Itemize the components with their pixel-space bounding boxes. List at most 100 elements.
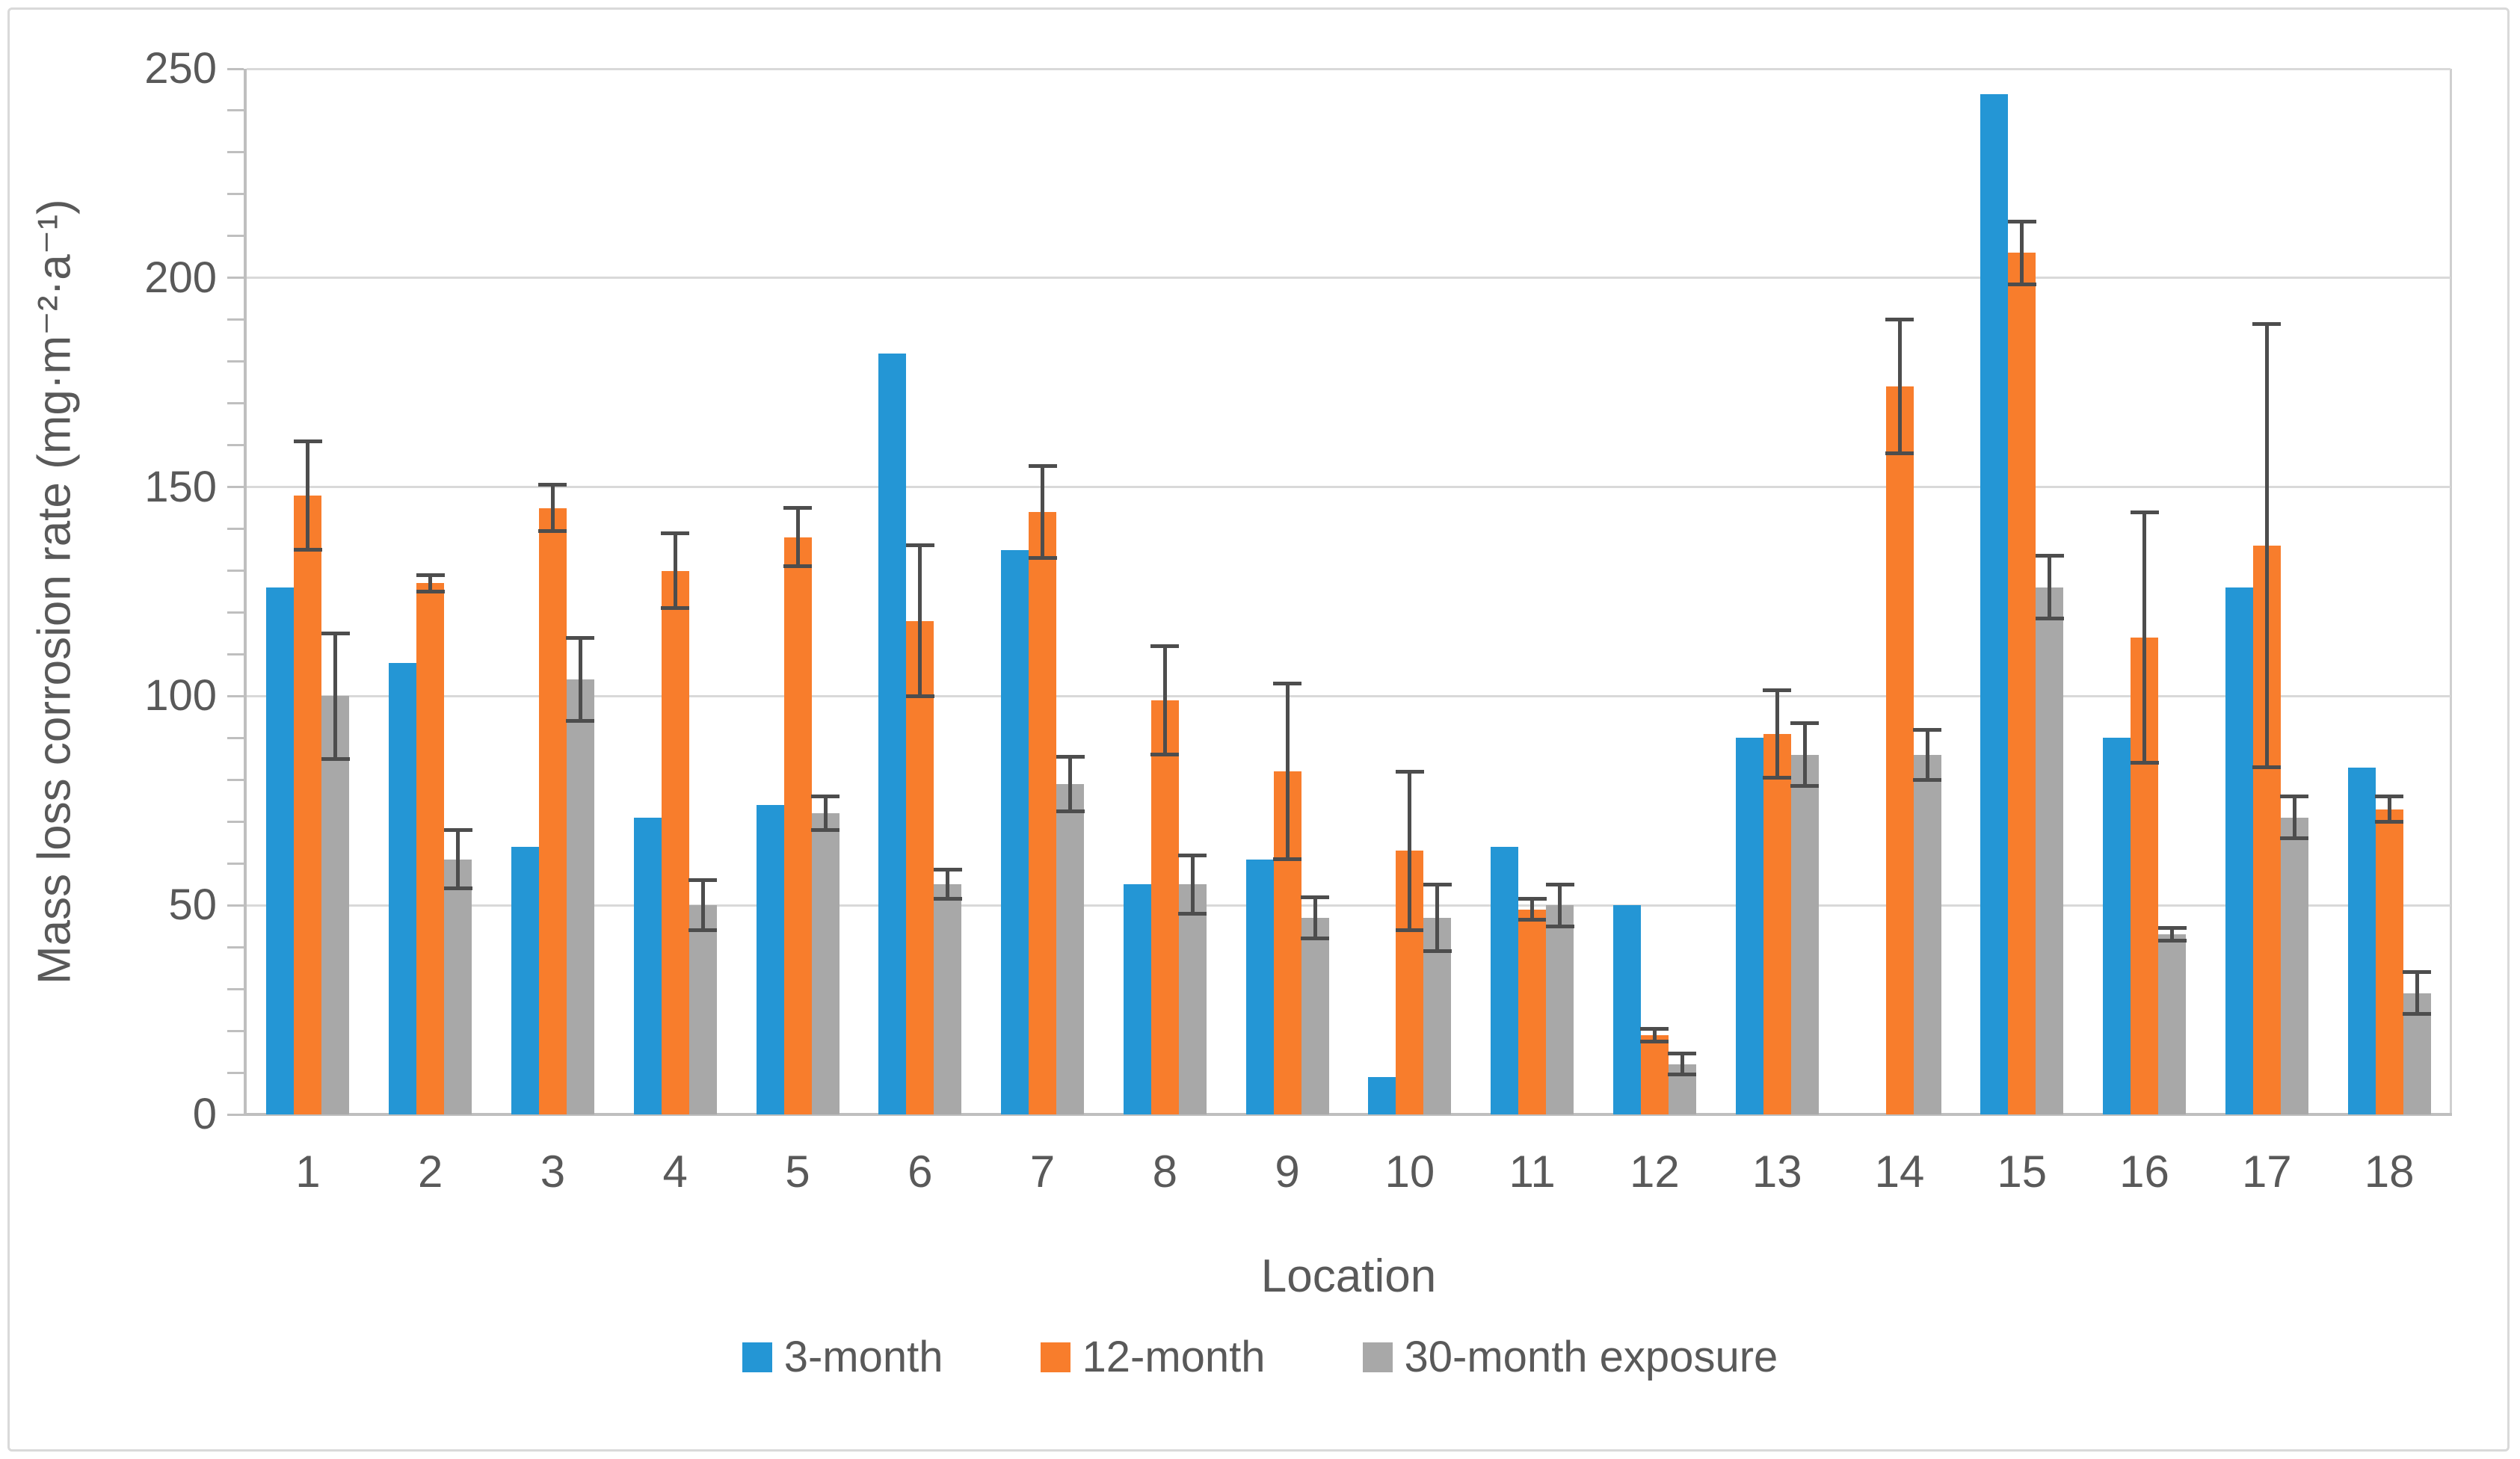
error-cap-high-30-month exposure-loc-14 xyxy=(1913,727,1941,732)
bar-12-month-loc-18 xyxy=(2375,809,2403,1114)
error-bar-12-month-loc-13 xyxy=(1775,690,1779,778)
bar-12-month-loc-15 xyxy=(2008,253,2036,1114)
error-cap-high-30-month exposure-loc-10 xyxy=(1423,882,1452,886)
bar-3-month-loc-12 xyxy=(1612,905,1641,1114)
bar-30-month exposure-loc-8 xyxy=(1178,884,1207,1114)
bar-30-month exposure-loc-4 xyxy=(688,905,717,1114)
y-tick-0 xyxy=(227,1113,244,1116)
x-label-1: 1 xyxy=(295,1147,321,1197)
error-cap-high-30-month exposure-loc-6 xyxy=(933,868,962,872)
y-tick-160 xyxy=(227,444,244,447)
legend-swatch-30-month exposure xyxy=(1362,1342,1393,1372)
x-label-5: 5 xyxy=(785,1147,810,1197)
y-tick-140 xyxy=(227,528,244,531)
error-cap-high-12-month-loc-12 xyxy=(1640,1026,1669,1031)
error-cap-high-30-month exposure-loc-7 xyxy=(1056,755,1085,759)
y-tick-20 xyxy=(227,1029,244,1032)
bar-30-month exposure-loc-7 xyxy=(1056,783,1085,1114)
bar-30-month exposure-loc-3 xyxy=(566,679,594,1114)
error-cap-high-12-month-loc-14 xyxy=(1885,318,1914,322)
bar-12-month-loc-1 xyxy=(294,495,322,1114)
error-cap-low-12-month-loc-2 xyxy=(416,590,445,593)
error-cap-low-12-month-loc-13 xyxy=(1763,776,1792,780)
y-tick-180 xyxy=(227,360,244,363)
error-cap-high-12-month-loc-18 xyxy=(2375,795,2404,799)
error-cap-high-30-month exposure-loc-1 xyxy=(321,631,350,635)
error-cap-high-30-month exposure-loc-17 xyxy=(2280,795,2309,799)
x-label-12: 12 xyxy=(1630,1147,1680,1197)
error-cap-high-30-month exposure-loc-4 xyxy=(688,878,718,883)
y-tick-100 xyxy=(227,694,244,697)
bar-30-month exposure-loc-9 xyxy=(1301,918,1329,1114)
error-cap-low-12-month-loc-6 xyxy=(905,694,934,698)
y-tick-label-50: 50 xyxy=(168,880,217,930)
bar-3-month-loc-11 xyxy=(1491,846,1519,1114)
bar-30-month exposure-loc-16 xyxy=(2158,934,2187,1114)
gridline-100 xyxy=(247,694,2450,697)
bar-12-month-loc-4 xyxy=(661,570,689,1114)
error-bar-30-month exposure-loc-3 xyxy=(578,638,582,721)
error-cap-low-30-month exposure-loc-10 xyxy=(1423,949,1452,954)
error-cap-low-12-month-loc-3 xyxy=(538,528,567,533)
x-label-3: 3 xyxy=(540,1147,566,1197)
x-label-7: 7 xyxy=(1029,1147,1056,1197)
x-label-2: 2 xyxy=(417,1147,443,1197)
error-bar-12-month-loc-5 xyxy=(795,508,800,567)
error-cap-high-30-month exposure-loc-5 xyxy=(811,795,840,799)
error-cap-low-30-month exposure-loc-14 xyxy=(1913,777,1941,782)
x-label-18: 18 xyxy=(2364,1147,2415,1197)
y-axis-line xyxy=(244,69,247,1116)
bar-3-month-loc-8 xyxy=(1123,884,1151,1114)
x-label-14: 14 xyxy=(1874,1147,1925,1197)
legend-item-12-month: 12-month xyxy=(1040,1332,1266,1382)
error-bar-30-month exposure-loc-9 xyxy=(1313,897,1317,939)
bar-12-month-loc-8 xyxy=(1150,700,1179,1114)
y-tick-label-0: 0 xyxy=(192,1090,217,1138)
error-cap-high-12-month-loc-15 xyxy=(2007,219,2036,223)
y-tick-210 xyxy=(227,235,244,238)
error-cap-high-30-month exposure-loc-9 xyxy=(1301,895,1330,899)
bar-30-month exposure-loc-6 xyxy=(934,884,962,1114)
error-bar-30-month exposure-loc-2 xyxy=(456,830,460,889)
y-axis-title: Mass loss corrosion rate (mg·m⁻²·a⁻¹) xyxy=(28,199,81,984)
x-label-10: 10 xyxy=(1384,1147,1435,1197)
error-cap-high-12-month-loc-16 xyxy=(2130,510,2159,514)
error-cap-high-12-month-loc-2 xyxy=(416,573,445,577)
error-cap-low-30-month exposure-loc-15 xyxy=(2035,617,2064,621)
legend-label-30-month exposure: 30-month exposure xyxy=(1404,1333,1778,1381)
error-cap-high-12-month-loc-4 xyxy=(661,531,690,535)
x-label-8: 8 xyxy=(1152,1147,1177,1197)
x-label-13: 13 xyxy=(1752,1147,1802,1197)
x-label-11: 11 xyxy=(1509,1147,1556,1197)
error-bar-12-month-loc-17 xyxy=(2264,324,2269,768)
error-cap-low-30-month exposure-loc-16 xyxy=(2157,939,2187,943)
error-cap-low-30-month exposure-loc-8 xyxy=(1178,911,1207,916)
error-cap-low-30-month exposure-loc-13 xyxy=(1790,784,1820,789)
error-cap-high-12-month-loc-3 xyxy=(538,483,567,487)
error-bar-12-month-loc-12 xyxy=(1652,1028,1657,1042)
error-cap-low-12-month-loc-18 xyxy=(2375,819,2404,824)
bar-30-month exposure-loc-2 xyxy=(444,859,472,1114)
y-tick-200 xyxy=(227,277,244,280)
error-cap-low-30-month exposure-loc-3 xyxy=(566,719,595,724)
bar-12-month-loc-13 xyxy=(1763,733,1791,1114)
error-cap-low-12-month-loc-9 xyxy=(1273,857,1302,862)
error-cap-high-12-month-loc-5 xyxy=(783,506,812,511)
error-cap-high-12-month-loc-10 xyxy=(1395,769,1424,774)
error-bar-12-month-loc-10 xyxy=(1408,771,1412,931)
y-tick-10 xyxy=(227,1071,244,1074)
error-cap-low-30-month exposure-loc-7 xyxy=(1056,809,1085,813)
gridline-200 xyxy=(247,277,2450,280)
legend: 3-month 12-month 30-month exposure xyxy=(0,1332,2520,1382)
error-cap-low-12-month-loc-15 xyxy=(2007,282,2036,286)
error-bar-30-month exposure-loc-12 xyxy=(1680,1053,1684,1075)
bar-12-month-loc-7 xyxy=(1029,512,1057,1114)
y-tick-240 xyxy=(227,109,244,112)
plot-area: 0 50 100 150 200 250 1 2 3 4 5 6 7 8 9 10 11 12 13 14 15 16 17… xyxy=(144,44,2452,1197)
legend-label-12-month: 12-month xyxy=(1082,1333,1266,1381)
error-cap-low-12-month-loc-14 xyxy=(1885,451,1914,456)
error-bar-12-month-loc-6 xyxy=(918,545,922,697)
error-bar-12-month-loc-3 xyxy=(550,484,555,531)
error-cap-high-12-month-loc-1 xyxy=(293,439,322,443)
bar-3-month-loc-15 xyxy=(1980,93,2009,1114)
